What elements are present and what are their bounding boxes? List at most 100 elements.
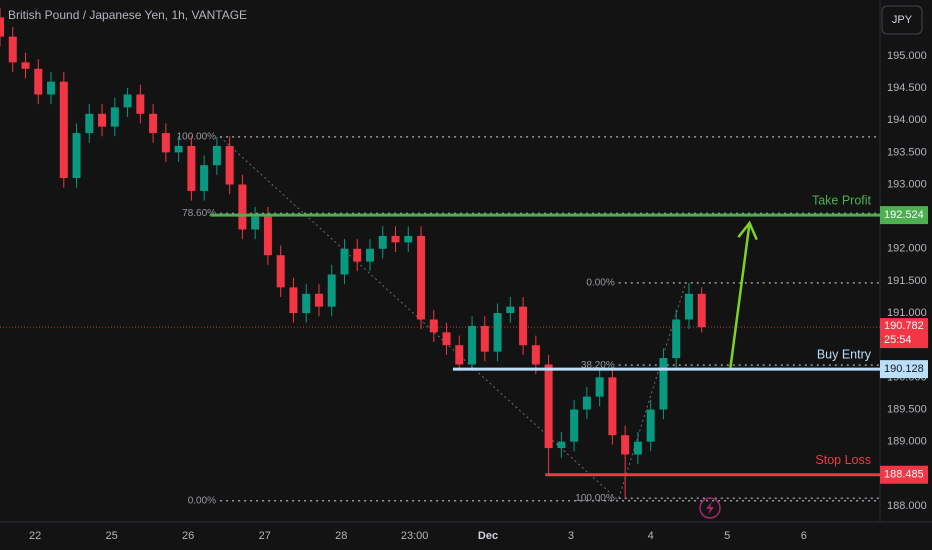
y-tick-label: 188.000: [887, 500, 927, 512]
y-tick-label: 191.000: [887, 307, 927, 319]
candle-body: [174, 145, 183, 153]
candle-body: [200, 165, 209, 191]
candle-body: [47, 81, 56, 95]
fib-level-label: 78.60%: [182, 208, 216, 219]
y-tick-label: 195.000: [887, 50, 927, 62]
candle-body: [417, 235, 426, 320]
candle-body: [621, 435, 630, 455]
projection-arrow: [729, 222, 751, 368]
fib-level-label: 38.20%: [581, 360, 615, 371]
candle-body: [149, 113, 158, 134]
trade-level-name: Take Profit: [812, 193, 872, 207]
y-tick-label: 189.000: [887, 436, 927, 448]
candle-body: [391, 235, 400, 243]
candle-body: [519, 306, 528, 346]
candle-body: [468, 325, 477, 365]
y-tick-label: 194.000: [887, 114, 927, 126]
fib-level-label: 100.00%: [575, 493, 615, 504]
candle-body: [429, 319, 438, 333]
x-tick-label: 25: [106, 530, 118, 542]
trade-level-tag: [880, 465, 928, 484]
candle-body: [302, 293, 311, 314]
candle-body: [493, 313, 502, 352]
candle-body: [8, 36, 17, 63]
candle-body: [0, 17, 4, 37]
candle-body: [455, 345, 464, 365]
candle-body: [123, 94, 132, 108]
candle-body: [531, 345, 540, 365]
arrow-head: [737, 220, 758, 241]
x-tick-label: 26: [182, 530, 194, 542]
y-tick-label: 193.500: [887, 146, 927, 158]
candle-body: [672, 319, 681, 359]
candle-body: [442, 332, 451, 346]
candle-body: [327, 274, 336, 307]
candle-body: [659, 358, 668, 410]
candle-body: [608, 377, 617, 436]
candle-body: [404, 235, 413, 243]
trade-level-name: Stop Loss: [815, 453, 871, 467]
candle-body: [633, 441, 642, 455]
countdown-label: 25:54: [884, 334, 912, 346]
candle-body: [340, 248, 349, 275]
candle-body: [251, 216, 260, 230]
last-price-tag: [880, 318, 928, 349]
candle-body: [480, 325, 489, 352]
fib-level-label: 0.00%: [188, 495, 216, 506]
candle-body: [570, 409, 579, 442]
candle-body: [595, 377, 604, 397]
candle-body: [21, 62, 30, 69]
last-price-label: 190.782: [884, 320, 924, 332]
candle-body: [557, 441, 566, 449]
candle-body: [136, 94, 145, 114]
fib-level-label: 100.00%: [177, 132, 217, 143]
candle-body: [506, 306, 515, 314]
candle-body: [85, 113, 94, 134]
x-tick-label: 23:00: [401, 530, 429, 542]
plot-area: 100.00% 78.60% 0.00% 0.00% 38.20% 100.00%: [0, 7, 880, 506]
candle-body: [276, 255, 285, 288]
chart-title: British Pound / Japanese Yen, 1h, VANTAG…: [8, 8, 247, 22]
x-tick-label: 5: [724, 530, 730, 542]
candle-body: [646, 409, 655, 442]
trade-level-price: 188.485: [884, 469, 924, 481]
trade-level-price: 192.524: [884, 209, 924, 221]
x-tick-label: 6: [801, 530, 807, 542]
x-tick-label: 28: [335, 530, 347, 542]
candle-body: [365, 248, 374, 262]
candle-body: [582, 396, 591, 410]
candle-body: [187, 145, 196, 191]
x-tick-label: 22: [29, 530, 41, 542]
x-tick-label: 3: [568, 530, 574, 542]
candle-body: [378, 235, 387, 249]
trade-level-tag: [880, 206, 928, 225]
candle-body: [289, 287, 298, 314]
candle-body: [263, 216, 272, 256]
y-tick-label: 192.000: [887, 243, 927, 255]
candle-body: [72, 133, 81, 179]
candle-body: [110, 107, 119, 127]
y-tick-label: 193.000: [887, 178, 927, 190]
x-tick-label: 27: [259, 530, 271, 542]
candle-body: [544, 364, 553, 449]
alert-icon: [699, 497, 721, 519]
currency-button[interactable]: [881, 5, 923, 35]
candle-body: [34, 68, 43, 95]
candle-body: [684, 293, 693, 320]
y-tick-label: 189.500: [887, 403, 927, 415]
y-tick-label: 191.500: [887, 275, 927, 287]
currency-label[interactable]: JPY: [892, 14, 913, 26]
y-tick-label: 194.500: [887, 82, 927, 94]
x-tick-label: 4: [648, 530, 654, 542]
candle-body: [314, 293, 323, 307]
candle-body: [697, 293, 706, 328]
trade-level-price: 190.128: [884, 363, 924, 375]
candle-body: [59, 81, 68, 179]
candle-body: [225, 145, 234, 185]
candle-body: [161, 133, 170, 153]
candle-body: [212, 145, 221, 166]
trade-level-tag: [880, 360, 928, 379]
x-tick-label: Dec: [478, 530, 498, 542]
